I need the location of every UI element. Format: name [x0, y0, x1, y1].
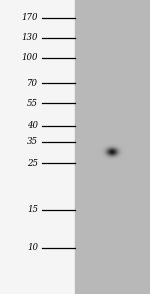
Text: 130: 130 [21, 34, 38, 43]
Text: 15: 15 [27, 206, 38, 215]
Text: 55: 55 [27, 98, 38, 108]
Bar [75, 0, 150, 294]
Text: 170: 170 [21, 14, 38, 23]
Text: 25: 25 [27, 158, 38, 168]
Text: 40: 40 [27, 121, 38, 131]
Text: 70: 70 [27, 78, 38, 88]
Text: 100: 100 [21, 54, 38, 63]
Text: 10: 10 [27, 243, 38, 253]
Text: 35: 35 [27, 138, 38, 146]
Bar [0, 0, 75, 294]
